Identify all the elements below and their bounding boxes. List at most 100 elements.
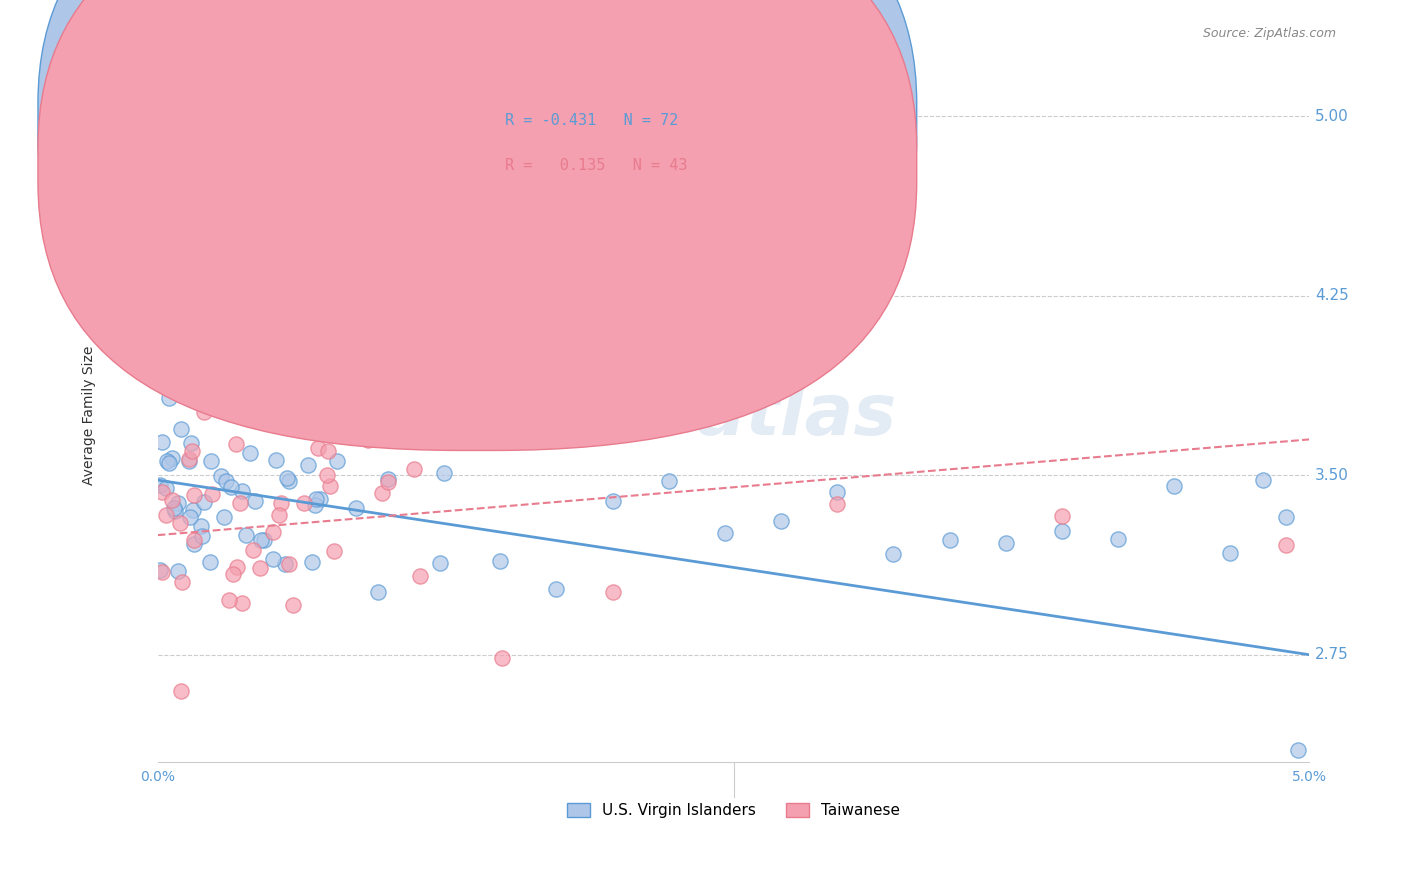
Point <box>193 325 215 339</box>
Text: ZIPatlas: ZIPatlas <box>569 381 897 450</box>
Point <box>276 471 298 485</box>
Point <box>193 405 215 419</box>
Point <box>253 533 276 548</box>
Point <box>658 474 681 488</box>
Text: 4.25: 4.25 <box>1315 288 1348 303</box>
Point <box>179 510 201 524</box>
Point <box>305 492 328 507</box>
Point <box>218 342 240 356</box>
Point <box>270 496 292 510</box>
Point <box>231 596 253 610</box>
Point <box>150 435 173 450</box>
Point <box>167 496 190 510</box>
Point <box>190 518 212 533</box>
Point <box>250 533 273 547</box>
Point <box>180 444 202 458</box>
Point <box>180 436 202 450</box>
Point <box>316 467 339 482</box>
Point <box>226 559 249 574</box>
Point <box>179 454 201 468</box>
Point <box>229 495 252 509</box>
Point <box>157 456 180 470</box>
Point <box>402 461 425 475</box>
Point <box>409 569 432 583</box>
Point <box>770 514 793 528</box>
Point <box>316 444 339 458</box>
Point <box>366 430 388 444</box>
Point <box>219 480 242 494</box>
Point <box>1253 473 1275 487</box>
Point <box>231 483 253 498</box>
Text: 5.00: 5.00 <box>1315 109 1348 124</box>
Point <box>191 529 214 543</box>
Point <box>155 508 177 522</box>
Text: 0.0%: 0.0% <box>141 770 176 783</box>
Point <box>371 485 394 500</box>
Point <box>277 557 299 571</box>
Point <box>235 528 257 542</box>
Text: Average Family Size: Average Family Size <box>82 346 96 485</box>
Point <box>201 487 224 501</box>
Point <box>156 454 179 468</box>
Point <box>249 560 271 574</box>
Point <box>1275 510 1298 524</box>
Point <box>1107 533 1129 547</box>
Point <box>342 403 364 417</box>
Point <box>1275 538 1298 552</box>
Point <box>326 453 349 467</box>
Point <box>162 382 184 396</box>
Point <box>1050 509 1073 524</box>
Point <box>183 533 205 548</box>
Point <box>155 481 177 495</box>
Point <box>163 500 186 515</box>
Point <box>218 592 240 607</box>
Point <box>264 453 287 467</box>
Point <box>322 544 344 558</box>
Point <box>1163 479 1185 493</box>
Point <box>267 508 290 522</box>
Point <box>825 497 848 511</box>
Point <box>239 445 262 459</box>
Point <box>262 525 284 540</box>
Point <box>357 433 380 447</box>
Point <box>344 501 367 516</box>
Point <box>170 384 193 399</box>
Text: R = -0.431   N = 72: R = -0.431 N = 72 <box>505 113 678 128</box>
Point <box>274 557 297 571</box>
Point <box>307 442 329 456</box>
Point <box>283 412 305 426</box>
Point <box>169 516 191 530</box>
Point <box>491 651 513 665</box>
Point <box>225 436 247 450</box>
Point <box>938 533 960 547</box>
Point <box>179 452 201 467</box>
Point <box>429 557 451 571</box>
Point <box>292 496 315 510</box>
Point <box>243 494 266 508</box>
Point <box>209 469 232 483</box>
Point <box>825 484 848 499</box>
Point <box>170 683 193 698</box>
Point <box>278 474 301 488</box>
Point <box>283 599 305 613</box>
Point <box>157 391 180 405</box>
Point <box>193 277 215 291</box>
Point <box>187 364 209 378</box>
Point <box>212 335 235 350</box>
Point <box>155 331 177 345</box>
Point <box>149 563 172 577</box>
Point <box>318 478 340 492</box>
Point <box>193 495 215 509</box>
Point <box>377 475 399 489</box>
Point <box>238 391 260 405</box>
Point <box>150 484 173 499</box>
Point <box>433 466 456 480</box>
Point <box>170 422 193 436</box>
Point <box>367 584 389 599</box>
Point <box>233 409 256 424</box>
Point <box>1286 743 1309 757</box>
Text: 2.75: 2.75 <box>1315 648 1348 662</box>
Point <box>160 451 183 466</box>
Point <box>994 536 1017 550</box>
Point <box>167 564 190 578</box>
